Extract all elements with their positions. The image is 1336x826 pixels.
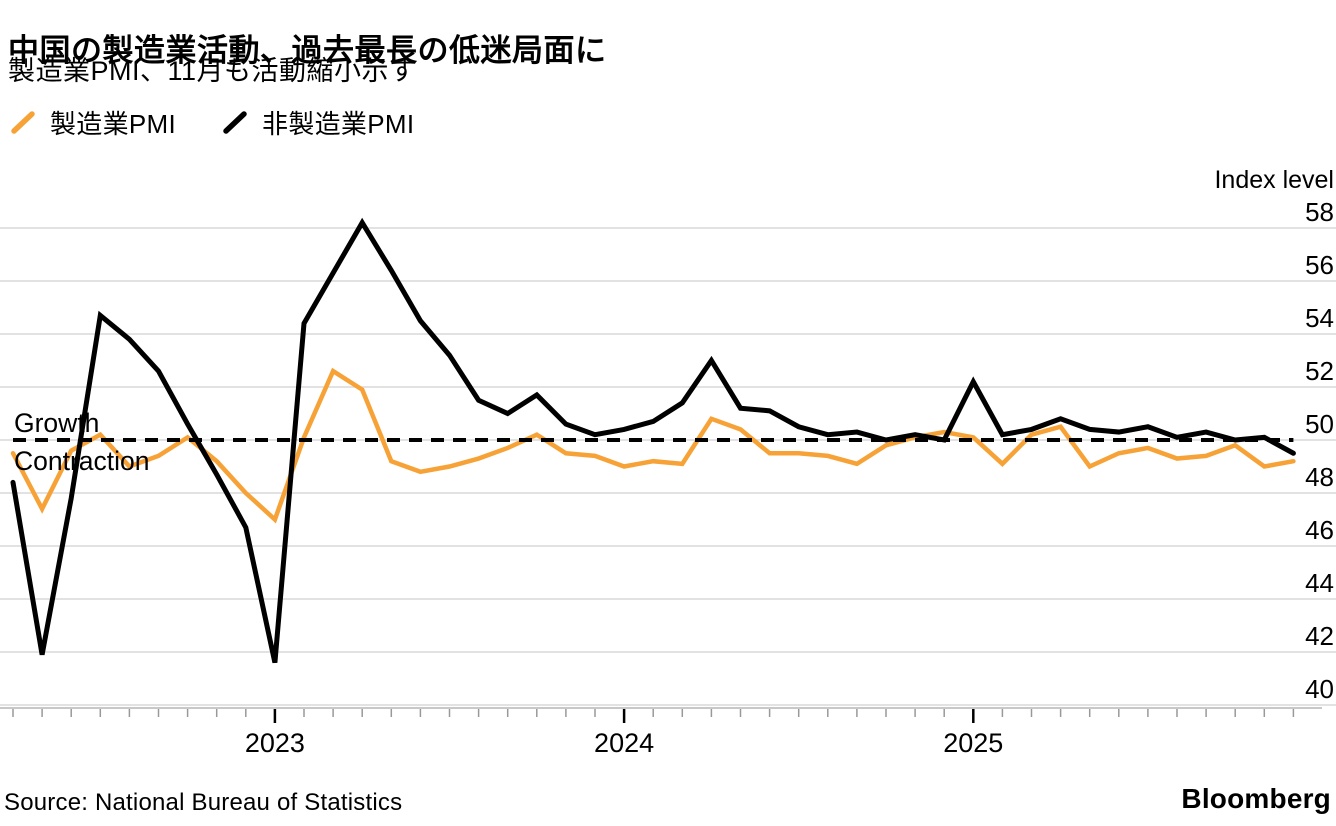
x-tick-label-2024: 2024	[594, 728, 654, 758]
x-tick-label-2025: 2025	[943, 728, 1003, 758]
legend-item-manufacturing-pmi: 製造業PMI	[10, 104, 176, 141]
y-tick-label-44: 44	[1305, 568, 1334, 598]
legend-item-non-manufacturing-pmi: 非製造業PMI	[222, 104, 414, 141]
manufacturing-pmi-line	[10, 367, 1296, 524]
y-tick-label-54: 54	[1305, 303, 1334, 333]
non-manufacturing-pmi-line	[10, 217, 1296, 664]
y-tick-label-50: 50	[1305, 409, 1334, 439]
legend-label-manufacturing-pmi: 製造業PMI	[50, 109, 177, 139]
manufacturing-line-swatch-icon	[11, 111, 35, 134]
growth-label: Growth	[14, 408, 99, 438]
bloomberg-logo: Bloomberg	[1181, 783, 1331, 814]
legend: 製造業PMI 非製造業PMI	[10, 104, 414, 141]
source-note: Source: National Bureau of Statistics	[4, 789, 403, 816]
y-tick-label-52: 52	[1305, 356, 1334, 386]
contraction-label: Contraction	[14, 446, 150, 476]
chart-subtitle: 製造業PMI、11月も活動縮小示す	[8, 56, 417, 86]
y-tick-label-40: 40	[1305, 674, 1334, 704]
y-tick-label-42: 42	[1305, 621, 1334, 651]
x-tick-label-2023: 2023	[245, 728, 305, 758]
y-tick-label-58: 58	[1305, 197, 1334, 227]
y-axis-title: Index level	[1214, 166, 1334, 194]
non-manufacturing-line-swatch-icon	[223, 111, 247, 134]
chart-title: 中国の製造業活動、過去最長の低迷局面に	[8, 32, 607, 68]
y-tick-label-56: 56	[1305, 250, 1334, 280]
y-tick-label-46: 46	[1305, 515, 1334, 545]
y-tick-label-48: 48	[1305, 462, 1334, 492]
legend-label-non-manufacturing-pmi: 非製造業PMI	[262, 109, 415, 139]
